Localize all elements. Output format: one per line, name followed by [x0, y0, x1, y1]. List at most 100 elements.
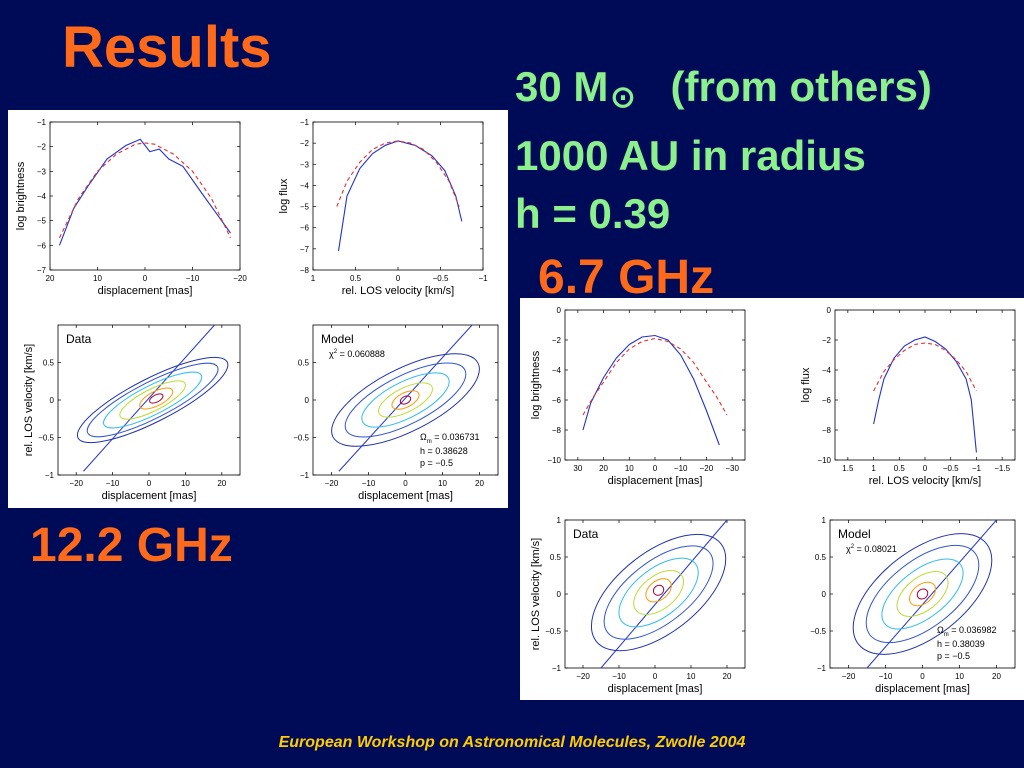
x-tick-label: −10 [186, 274, 200, 283]
y-tick-label: −2 [822, 336, 832, 345]
y-tick-label: −10 [817, 456, 831, 465]
y-tick-label: 1 [822, 516, 827, 525]
mass-note: (from others) [670, 63, 932, 110]
x-tick-label: 0 [403, 479, 408, 488]
y-tick-label: −6 [300, 224, 310, 233]
x-tick-label: 20 [723, 672, 732, 681]
y-tick-label: 0 [557, 306, 562, 315]
contour-level [618, 557, 699, 628]
x-tick-label: 20 [46, 274, 55, 283]
y-tick-label: 0 [827, 306, 832, 315]
x-axis-label: rel. LOS velocity [km/s] [342, 285, 454, 297]
freq-label-6-7ghz: 6.7 GHz [538, 251, 715, 304]
x-tick-label: −20 [700, 464, 714, 473]
panel-brightness: 20 10 0 −10 −20 −1 −2 −3 −4 −5 −6 −7 displacement [m… [15, 118, 247, 297]
y-tick-label: −8 [822, 426, 832, 435]
x-tick-label: −0.5 [433, 274, 449, 283]
x-tick-label: −30 [725, 464, 739, 473]
y-tick-label: −0.5 [810, 627, 826, 636]
x-axis-label: displacement [mas] [102, 490, 197, 502]
model-curve [59, 142, 231, 239]
y-tick-label: −8 [300, 266, 310, 275]
panel-flux: 1.5 1 0.5 0 −0.5 −1 −1.5 0 −2 −4 −6 −8 −10 rel. LOS v… [800, 306, 1016, 487]
contour-level [590, 533, 727, 652]
h-label: h = 0.38628 [420, 446, 468, 456]
x-tick-label: 0 [923, 464, 928, 473]
y-tick-label: −0.5 [293, 434, 309, 443]
x-tick-label: −20 [233, 274, 247, 283]
contour-level [76, 356, 229, 444]
x-tick-label: −10 [362, 479, 376, 488]
contour-level [331, 353, 480, 447]
footer-credit: European Workshop on Astronomical Molecu… [278, 734, 746, 751]
x-tick-label: 20 [599, 464, 608, 473]
contour-level [852, 533, 993, 655]
p-label: p = −0.5 [937, 651, 970, 661]
y-tick-label: 0 [305, 396, 310, 405]
y-tick-label: 0 [50, 396, 55, 405]
contour-level [633, 569, 684, 616]
omega-label: Ωm = 0.036731 [420, 432, 480, 445]
x-axis-label: displacement [mas] [608, 475, 703, 487]
x-tick-label: 10 [687, 672, 696, 681]
y-tick-label: 1 [557, 516, 562, 525]
x-tick-label: 0 [920, 672, 925, 681]
sun-symbol-icon: ⊙ [610, 81, 636, 114]
y-tick-label: −8 [552, 426, 562, 435]
panel-model-pv: −20 −10 0 10 20 0.5 0 −0.5 −1 displacement [mas] M… [293, 324, 499, 502]
x-tick-label: 20 [217, 479, 226, 488]
contour-level [896, 571, 949, 617]
contour-level [391, 390, 420, 410]
panel-flux: 1 0.5 0 −0.5 −1 −1 −2 −3 −4 −5 −6 −7 −8 rel. LOS velo… [278, 118, 488, 297]
plot-frame [834, 309, 1016, 461]
x-tick-label: −0.5 [943, 464, 959, 473]
mass-line: 30 M⊙ (from others) [515, 58, 932, 127]
model-curve [336, 140, 460, 207]
y-axis-label: log flux [800, 367, 812, 402]
y-tick-label: 0.5 [43, 359, 55, 368]
y-tick-label: −4 [552, 366, 562, 375]
panel-data-pv: −20 −10 0 10 20 1 0.5 0 −0.5 −1 displacement [mas]… [530, 516, 746, 695]
y-tick-label: −2 [300, 139, 310, 148]
y-tick-label: −4 [300, 181, 310, 190]
radius-line: 1000 AU in radius [515, 132, 866, 179]
model-curve [873, 342, 977, 392]
y-tick-label: −7 [300, 245, 310, 254]
y-tick-label: −7 [37, 266, 47, 275]
y-tick-label: −0.5 [38, 434, 54, 443]
plot-area [582, 334, 728, 446]
x-tick-label: −10 [879, 672, 893, 681]
x-tick-label: −20 [842, 672, 856, 681]
plot-frame [312, 324, 499, 476]
plot-area [331, 325, 480, 472]
y-tick-label: −6 [37, 241, 47, 250]
x-tick-label: 10 [625, 464, 634, 473]
y-tick-label: −10 [547, 456, 561, 465]
h-label: h = 0.38039 [937, 639, 985, 649]
figure-12-2ghz: 20 10 0 −10 −20 −1 −2 −3 −4 −5 −6 −7 displacement [m… [8, 110, 508, 508]
x-tick-label: −1 [972, 464, 982, 473]
y-tick-label: −1 [552, 664, 562, 673]
fit-axis-line [338, 325, 473, 472]
x-tick-label: 0 [653, 464, 658, 473]
y-tick-label: −1 [45, 471, 55, 480]
chi2-label: χ2 = 0.08021 [846, 544, 897, 554]
y-tick-label: −2 [552, 336, 562, 345]
contour-level [652, 584, 665, 596]
x-tick-label: −1 [478, 274, 488, 283]
contour-level [916, 588, 929, 600]
x-tick-label: −20 [576, 672, 590, 681]
y-tick-label: 0.5 [550, 553, 562, 562]
x-tick-label: 1.5 [842, 464, 854, 473]
x-axis-label: displacement [mas] [608, 683, 703, 695]
x-tick-label: 0.5 [894, 464, 906, 473]
contour-level [908, 581, 937, 607]
x-tick-label: −20 [325, 479, 339, 488]
x-tick-label: 10 [955, 672, 964, 681]
x-tick-label: −10 [612, 672, 626, 681]
panel-data-pv: −20 −10 0 10 20 0.5 0 −0.5 −1 displacement [mas] r… [23, 324, 241, 502]
contour-level [139, 387, 174, 410]
contour-level [361, 372, 450, 428]
plot-area [873, 336, 977, 453]
